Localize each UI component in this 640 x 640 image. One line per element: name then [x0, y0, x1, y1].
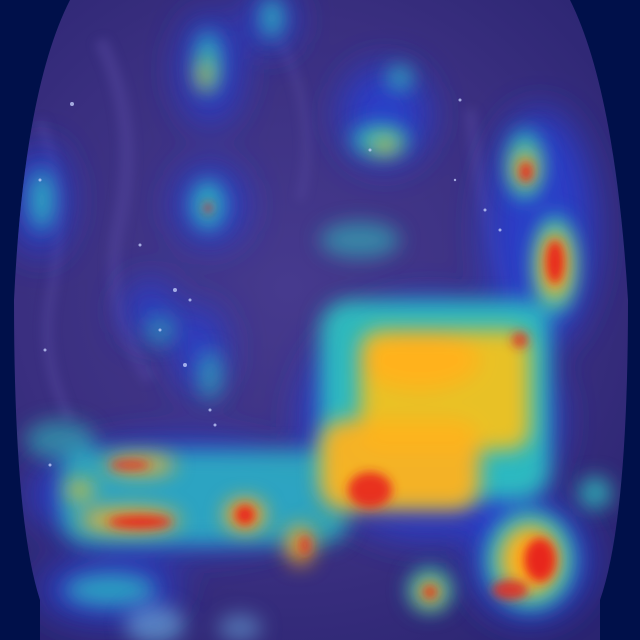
peak-activation-layer [108, 162, 564, 600]
specular-highlights [38, 98, 502, 467]
bottom-glare [125, 605, 262, 640]
